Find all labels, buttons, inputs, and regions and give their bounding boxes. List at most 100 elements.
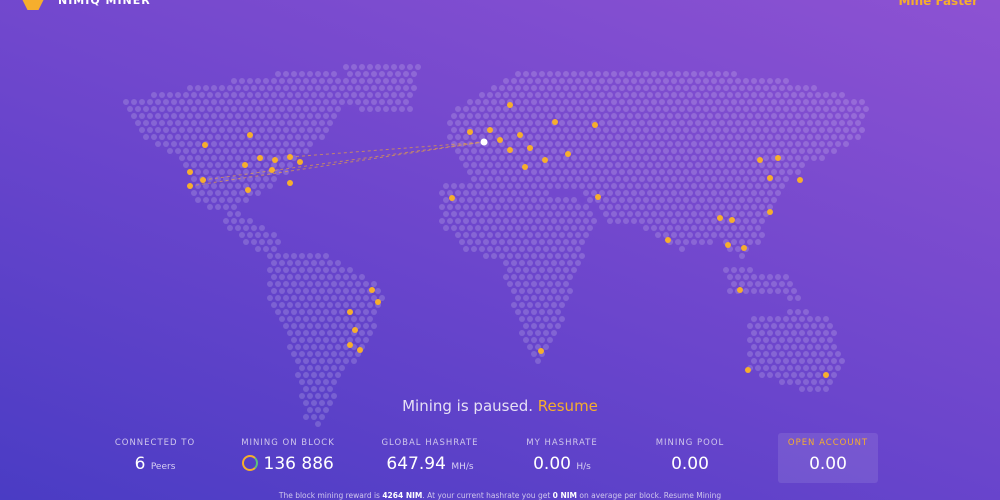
map-dot xyxy=(331,267,337,273)
map-dot xyxy=(203,197,209,203)
map-dot xyxy=(359,92,365,98)
map-dot xyxy=(243,225,249,231)
map-dot xyxy=(575,218,581,224)
map-dot xyxy=(783,106,789,112)
map-dot xyxy=(475,211,481,217)
map-dot xyxy=(651,127,657,133)
map-dot xyxy=(515,197,521,203)
open-account[interactable]: OPEN ACCOUNT 0.00 xyxy=(778,433,878,483)
map-dot xyxy=(491,155,497,161)
map-dot xyxy=(459,127,465,133)
map-dot xyxy=(619,127,625,133)
map-dot xyxy=(275,309,281,315)
map-dot xyxy=(707,183,713,189)
map-dot xyxy=(539,239,545,245)
map-dot xyxy=(287,120,293,126)
map-dot xyxy=(631,190,637,196)
stat-value: 0.00 xyxy=(809,454,847,474)
map-dot xyxy=(231,134,237,140)
map-dot xyxy=(763,351,769,357)
map-dot xyxy=(815,148,821,154)
map-dot xyxy=(791,288,797,294)
map-dot xyxy=(335,274,341,280)
map-dot xyxy=(539,267,545,273)
map-dot xyxy=(531,155,537,161)
map-dot xyxy=(523,253,529,259)
map-dot xyxy=(739,127,745,133)
map-dot xyxy=(703,148,709,154)
peer-dot xyxy=(542,157,548,163)
map-dot xyxy=(527,260,533,266)
map-dot xyxy=(699,155,705,161)
map-dot xyxy=(271,148,277,154)
map-dot xyxy=(511,218,517,224)
map-dot xyxy=(143,106,149,112)
map-dot xyxy=(359,288,365,294)
map-dot xyxy=(555,99,561,105)
map-dot xyxy=(359,302,365,308)
map-dot xyxy=(315,337,321,343)
map-dot xyxy=(395,99,401,105)
map-dot xyxy=(287,344,293,350)
map-dot xyxy=(555,281,561,287)
map-dot xyxy=(523,295,529,301)
map-dot xyxy=(303,148,309,154)
map-dot xyxy=(511,246,517,252)
map-dot xyxy=(207,190,213,196)
map-dot xyxy=(299,295,305,301)
map-dot xyxy=(671,148,677,154)
map-dot xyxy=(159,134,165,140)
map-dot xyxy=(771,99,777,105)
map-dot xyxy=(611,71,617,77)
map-dot xyxy=(447,190,453,196)
map-dot xyxy=(543,92,549,98)
map-dot xyxy=(547,253,553,259)
map-dot xyxy=(495,176,501,182)
map-dot xyxy=(663,120,669,126)
map-dot xyxy=(359,316,365,322)
map-dot xyxy=(539,281,545,287)
map-dot xyxy=(247,148,253,154)
map-dot xyxy=(227,211,233,217)
map-dot xyxy=(615,162,621,168)
resume-mining-link[interactable]: Resume Mining xyxy=(663,491,722,500)
map-dot xyxy=(303,274,309,280)
map-dot xyxy=(807,134,813,140)
map-dot xyxy=(299,365,305,371)
map-dot xyxy=(235,211,241,217)
map-dot xyxy=(307,141,313,147)
map-dot xyxy=(183,162,189,168)
stat-label: MINING ON BLOCK xyxy=(241,438,335,448)
map-dot xyxy=(499,113,505,119)
map-dot xyxy=(255,120,261,126)
map-dot xyxy=(543,190,549,196)
map-dot xyxy=(315,267,321,273)
map-dot xyxy=(323,85,329,91)
peer-dot xyxy=(767,175,773,181)
map-dot xyxy=(819,365,825,371)
map-dot xyxy=(751,204,757,210)
map-dot xyxy=(479,232,485,238)
map-dot xyxy=(227,141,233,147)
map-dot xyxy=(623,134,629,140)
map-dot xyxy=(759,190,765,196)
map-dot xyxy=(319,260,325,266)
map-dot xyxy=(579,99,585,105)
map-dot xyxy=(611,99,617,105)
map-dot xyxy=(783,316,789,322)
map-dot xyxy=(599,204,605,210)
map-dot xyxy=(559,274,565,280)
map-dot xyxy=(787,85,793,91)
map-dot xyxy=(807,106,813,112)
resume-link[interactable]: Resume xyxy=(537,397,598,415)
map-dot xyxy=(603,183,609,189)
map-dot xyxy=(243,239,249,245)
map-dot xyxy=(275,85,281,91)
map-dot xyxy=(443,183,449,189)
map-dot xyxy=(255,148,261,154)
map-dot xyxy=(335,344,341,350)
peer-dot xyxy=(375,299,381,305)
map-dot xyxy=(739,267,745,273)
mine-faster-link[interactable]: Mine Faster xyxy=(898,0,978,8)
map-dot xyxy=(531,141,537,147)
